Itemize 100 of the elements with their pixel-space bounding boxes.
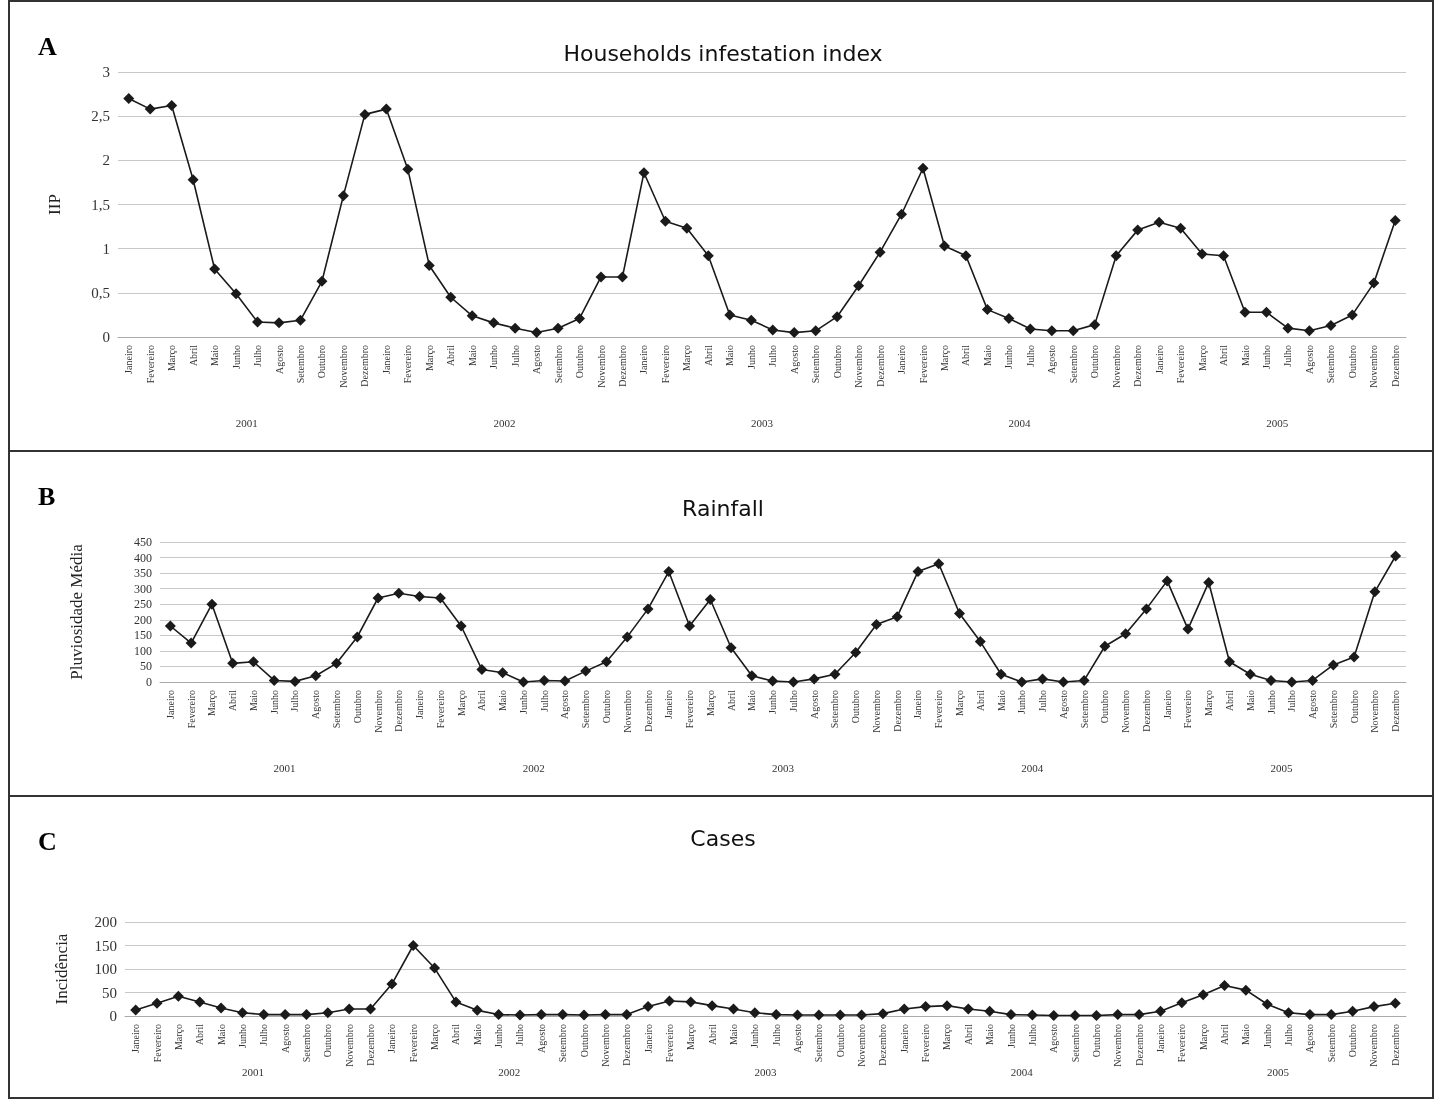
point — [834, 1009, 846, 1021]
x-tick-label: Julho — [1283, 1024, 1295, 1046]
x-tick-label: Julho — [767, 345, 779, 367]
point — [247, 656, 259, 668]
text: 2004 — [1021, 762, 1044, 774]
x-tick-label: Janeiro — [1161, 690, 1173, 719]
x-tick-label: Outubro — [578, 1024, 590, 1058]
point — [724, 309, 736, 321]
point — [621, 631, 633, 643]
text: 2003 — [751, 417, 773, 429]
point — [1046, 325, 1058, 337]
point — [1260, 306, 1272, 318]
x-tick-label: Dezembro — [877, 1024, 889, 1066]
point — [538, 674, 550, 686]
x-tick-label: Dezembro — [1140, 690, 1152, 732]
x-tick-label: Setembro — [1327, 690, 1339, 729]
x-tick-label: Novembro — [1369, 690, 1381, 733]
point — [1110, 250, 1122, 262]
y-tick-label: 200 — [94, 914, 117, 930]
point — [1133, 1009, 1145, 1021]
x-tick-label: Novembro — [337, 345, 349, 388]
point — [621, 1009, 633, 1021]
x-tick-label: Dezembro — [642, 690, 654, 732]
x-tick-label: Setembro — [829, 690, 841, 729]
point — [1024, 323, 1036, 335]
point — [938, 240, 950, 252]
x-tick-label: Novembro — [372, 690, 384, 733]
x-tick-label: Fevereiro — [684, 690, 696, 729]
y-tick-label: 100 — [134, 643, 152, 658]
x-tick-label: Maio — [215, 1024, 227, 1046]
text: 2003 — [772, 762, 794, 774]
point — [1154, 1005, 1166, 1017]
x-tick-label: Maio — [984, 1024, 996, 1046]
point — [663, 566, 675, 578]
point — [1161, 575, 1173, 587]
point — [164, 620, 176, 632]
y-tick-label: 0 — [146, 675, 152, 689]
x-tick-label: Maio — [746, 690, 758, 712]
x-tick-label: Setembro — [1069, 1024, 1081, 1063]
x-tick-label: Dezembro — [1389, 1024, 1401, 1066]
y-axis-title: IIP — [45, 194, 64, 215]
point — [788, 327, 800, 339]
point — [351, 631, 363, 643]
x-tick-label: Março — [1196, 345, 1208, 372]
x-tick-label: Janeiro — [1153, 345, 1165, 374]
x-tick-label: Julho — [252, 345, 264, 367]
x-tick-label: Fevereiro — [917, 345, 929, 384]
point — [300, 1009, 312, 1021]
point — [853, 280, 865, 292]
point — [455, 620, 467, 632]
x-tick-label: Maio — [995, 690, 1007, 712]
text: 2005 — [1266, 417, 1289, 429]
x-tick-label: Junho — [767, 690, 779, 714]
point — [1016, 676, 1028, 688]
x-tick-label: Julho — [289, 690, 301, 712]
x-tick-label: Novembro — [1368, 345, 1380, 388]
x-tick-label: Novembro — [1120, 690, 1132, 733]
text: 2003 — [754, 1066, 777, 1078]
point — [258, 1009, 270, 1021]
text: 2005 — [1266, 1066, 1289, 1078]
x-tick-label: Abril — [1219, 1023, 1231, 1046]
point — [1239, 306, 1251, 318]
point — [831, 311, 843, 323]
x-tick-label: Abril — [445, 344, 457, 367]
point — [962, 1003, 974, 1015]
point — [920, 1001, 932, 1013]
point — [1286, 676, 1298, 688]
point — [898, 1003, 910, 1015]
point — [850, 646, 862, 658]
x-tick-label: Janeiro — [638, 345, 650, 374]
x-tick-label: Maio — [1244, 690, 1256, 712]
point — [1090, 1010, 1102, 1022]
x-tick-label: Janeiro — [912, 690, 924, 719]
point — [1120, 628, 1132, 640]
x-tick-label: Fevereiro — [1182, 690, 1194, 729]
point — [745, 314, 757, 326]
x-tick-label: Maio — [209, 345, 221, 367]
x-tick-label: Dezembro — [1389, 345, 1401, 387]
point — [493, 1009, 505, 1021]
x-tick-label: Maio — [497, 690, 509, 712]
x-tick-label: Maio — [724, 345, 736, 367]
point — [194, 996, 206, 1008]
x-tick-label: Setembro — [813, 1024, 825, 1063]
point — [638, 167, 650, 179]
point — [380, 103, 392, 115]
point — [1303, 325, 1315, 337]
point — [599, 1009, 611, 1021]
point — [343, 1003, 355, 1015]
point — [559, 675, 571, 687]
point — [227, 657, 239, 669]
x-tick-label: Janeiro — [414, 690, 426, 719]
x-tick-label: Agosto — [1307, 690, 1319, 719]
text: A — [38, 32, 57, 62]
point — [557, 1009, 569, 1021]
point — [310, 670, 322, 682]
point — [393, 587, 405, 599]
point — [230, 288, 242, 300]
x-tick-label: Agosto — [1303, 345, 1315, 374]
x-tick-label: Março — [166, 345, 178, 372]
point — [1325, 320, 1337, 332]
